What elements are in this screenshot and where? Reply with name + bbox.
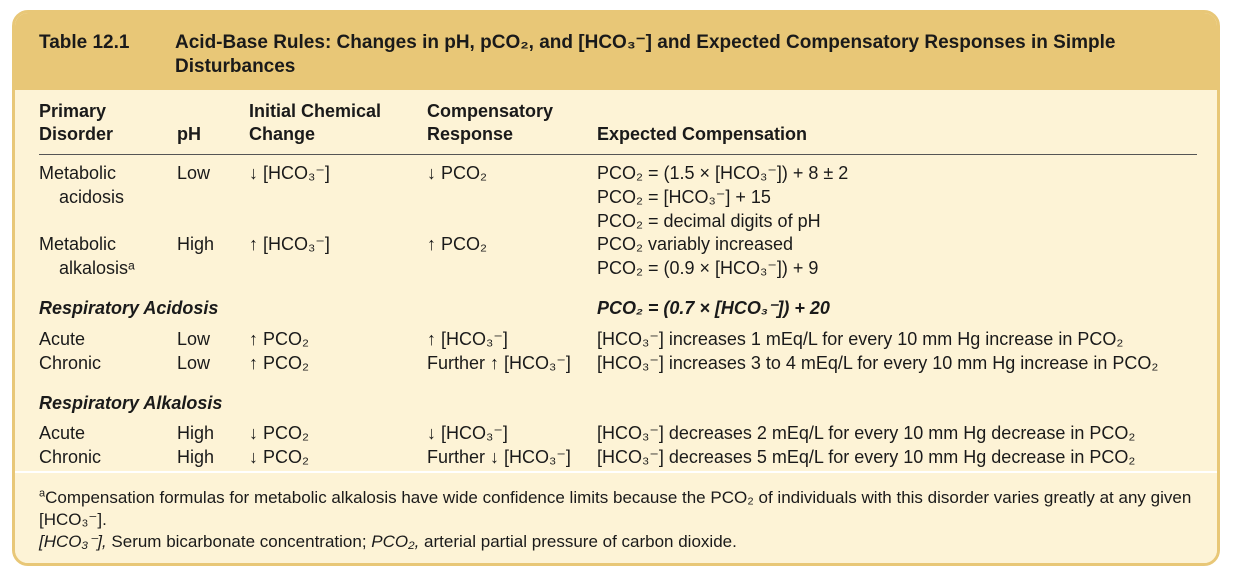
header-rule [39,154,1197,155]
compensatory-response: ↑ [HCO₃⁻] [427,329,508,349]
table-title: Acid-Base Rules: Changes in pH, pCO₂, an… [175,32,1116,77]
expected-compensation: [HCO₃⁻] increases 3 to 4 mEq/L for every… [597,353,1159,373]
section-respiratory-alkalosis: Respiratory Alkalosis [39,393,223,413]
expected-compensation: [HCO₃⁻] decreases 5 mEq/L for every 10 m… [597,447,1136,467]
row-type: Chronic [39,353,102,373]
expected-compensation: [HCO₃⁻] decreases 2 mEq/L for every 10 m… [597,423,1136,443]
compensatory-response: Further ↑ [HCO₃⁻] [427,353,571,373]
section-respiratory-acidosis: Respiratory Acidosis [39,298,219,318]
disorder-metabolic-acidosis: Metabolic acidosis [39,163,125,207]
initial-change: ↓ PCO₂ [249,423,309,443]
col-compensatory: Compensatory Response [427,101,554,144]
expected-compensation: PCO₂ = (1.5 × [HCO₃⁻]) + 8 ± 2 PCO₂ = [H… [597,163,849,231]
table-header: Table 12.1 Acid-Base Rules: Changes in p… [15,13,1217,90]
table-frame: Table 12.1 Acid-Base Rules: Changes in p… [12,10,1220,566]
row-type: Acute [39,329,86,349]
initial-change: ↑ PCO₂ [249,353,309,373]
ph-value: High [177,447,215,467]
table-number: Table 12.1 [39,32,130,53]
initial-change: ↓ [HCO₃⁻] [249,163,330,183]
compensatory-response: ↓ PCO₂ [427,163,487,183]
col-initial-change: Initial Chemical Change [249,101,382,144]
ph-value: High [177,234,215,254]
disorder-metabolic-alkalosis: Metabolic alkalosisᵃ [39,234,135,278]
ph-value: Low [177,353,211,373]
expected-compensation: PCO₂ variably increased PCO₂ = (0.9 × [H… [597,234,819,278]
abbreviations: [HCO₃⁻], Serum bicarbonate concentration… [39,532,737,551]
initial-change: ↓ PCO₂ [249,447,309,467]
footnote-marker: a [39,487,46,500]
respiratory-acidosis-formula: PCO₂ = (0.7 × [HCO₃⁻]) + 20 [597,298,830,318]
compensatory-response: ↓ [HCO₃⁻] [427,423,508,443]
col-ph: pH [177,124,201,144]
ph-value: Low [177,329,211,349]
row-type: Acute [39,423,86,443]
compensatory-response: Further ↓ [HCO₃⁻] [427,447,571,467]
compensatory-response: ↑ PCO₂ [427,234,487,254]
col-expected: Expected Compensation [597,124,808,144]
ph-value: High [177,423,215,443]
row-type: Chronic [39,447,102,467]
expected-compensation: [HCO₃⁻] increases 1 mEq/L for every 10 m… [597,329,1124,349]
initial-change: ↑ PCO₂ [249,329,309,349]
ph-value: Low [177,163,211,183]
initial-change: ↑ [HCO₃⁻] [249,234,330,254]
footnote-a: aCompensation formulas for metabolic alk… [39,487,1192,529]
col-primary-disorder: Primary Disorder [39,101,114,144]
table-footnotes: aCompensation formulas for metabolic alk… [15,471,1217,563]
